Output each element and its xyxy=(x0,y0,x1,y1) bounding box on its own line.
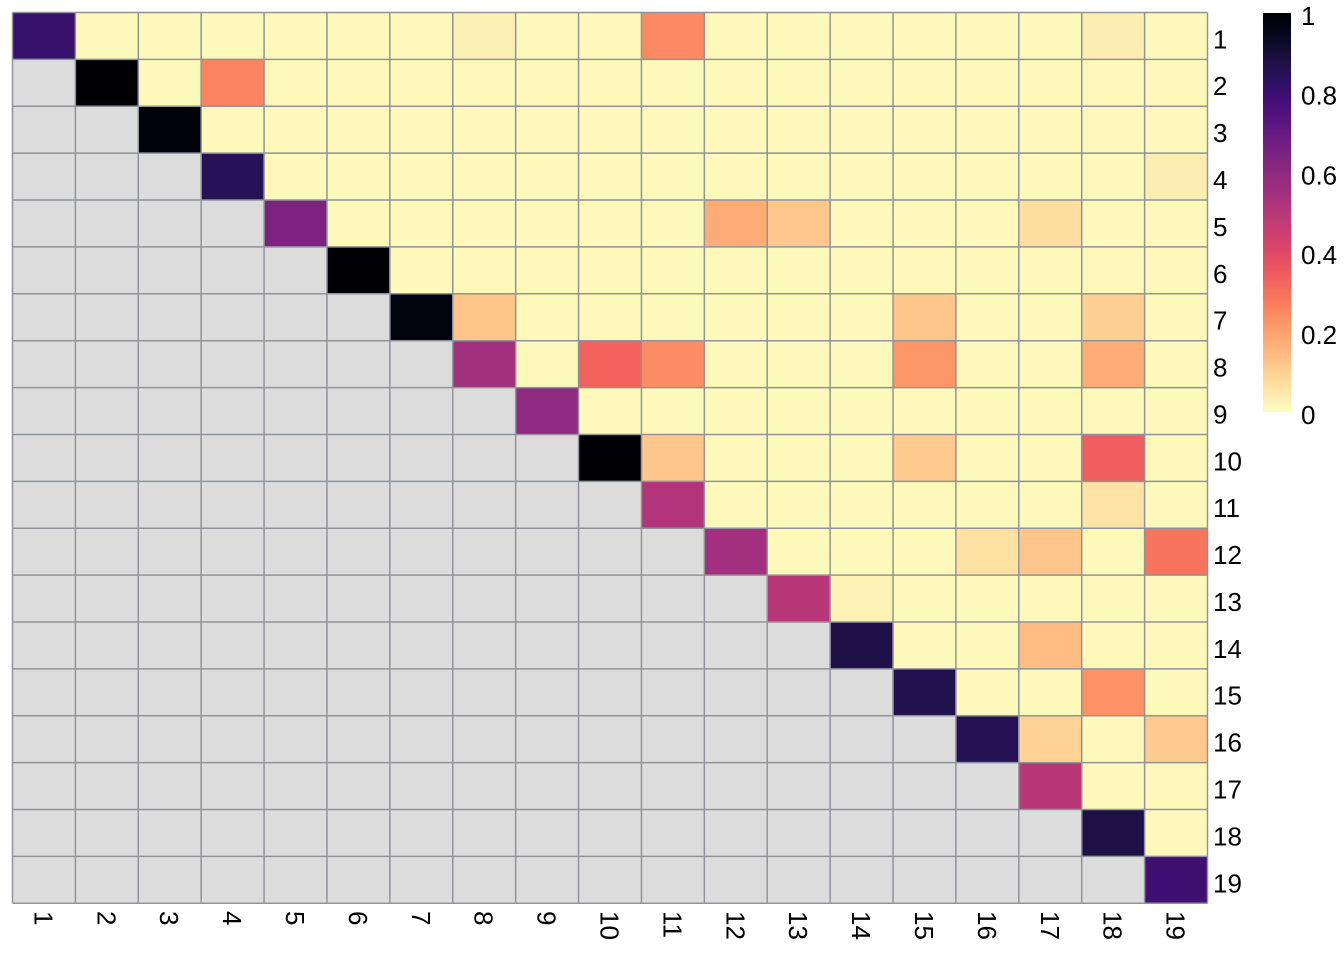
svg-text:4: 4 xyxy=(217,911,247,925)
svg-text:9: 9 xyxy=(1213,399,1227,429)
svg-text:1: 1 xyxy=(1213,24,1227,54)
svg-text:19: 19 xyxy=(1213,868,1242,898)
svg-text:2: 2 xyxy=(91,911,121,925)
svg-text:19: 19 xyxy=(1161,911,1191,940)
svg-text:17: 17 xyxy=(1213,774,1242,804)
svg-text:14: 14 xyxy=(1213,634,1242,664)
svg-text:5: 5 xyxy=(1213,212,1227,242)
svg-text:18: 18 xyxy=(1098,911,1128,940)
svg-text:10: 10 xyxy=(1213,446,1242,476)
svg-text:4: 4 xyxy=(1213,165,1227,195)
svg-text:0.4: 0.4 xyxy=(1301,240,1337,270)
svg-text:0.2: 0.2 xyxy=(1301,320,1337,350)
svg-text:11: 11 xyxy=(657,911,687,938)
svg-text:16: 16 xyxy=(1213,728,1242,758)
svg-text:0.8: 0.8 xyxy=(1301,81,1337,111)
svg-text:12: 12 xyxy=(1213,540,1242,570)
svg-text:13: 13 xyxy=(783,911,813,940)
svg-text:7: 7 xyxy=(1213,306,1227,336)
svg-text:8: 8 xyxy=(469,911,499,925)
svg-text:1: 1 xyxy=(28,911,58,925)
svg-text:6: 6 xyxy=(1213,259,1227,289)
svg-text:1: 1 xyxy=(1301,1,1315,31)
svg-text:16: 16 xyxy=(972,911,1002,940)
svg-text:12: 12 xyxy=(720,911,750,940)
svg-text:3: 3 xyxy=(154,911,184,925)
svg-text:11: 11 xyxy=(1213,493,1240,523)
svg-text:8: 8 xyxy=(1213,353,1227,383)
svg-text:2: 2 xyxy=(1213,71,1227,101)
svg-text:6: 6 xyxy=(343,911,373,925)
svg-text:18: 18 xyxy=(1213,821,1242,851)
svg-text:15: 15 xyxy=(1213,681,1242,711)
svg-text:13: 13 xyxy=(1213,587,1242,617)
svg-text:0.6: 0.6 xyxy=(1301,160,1337,190)
svg-text:17: 17 xyxy=(1035,911,1065,940)
svg-text:5: 5 xyxy=(280,911,310,925)
svg-text:3: 3 xyxy=(1213,118,1227,148)
svg-text:0: 0 xyxy=(1301,400,1315,430)
svg-text:10: 10 xyxy=(595,911,625,940)
svg-text:9: 9 xyxy=(532,911,562,925)
svg-text:14: 14 xyxy=(846,911,876,940)
svg-text:15: 15 xyxy=(909,911,939,940)
svg-text:7: 7 xyxy=(406,911,436,925)
